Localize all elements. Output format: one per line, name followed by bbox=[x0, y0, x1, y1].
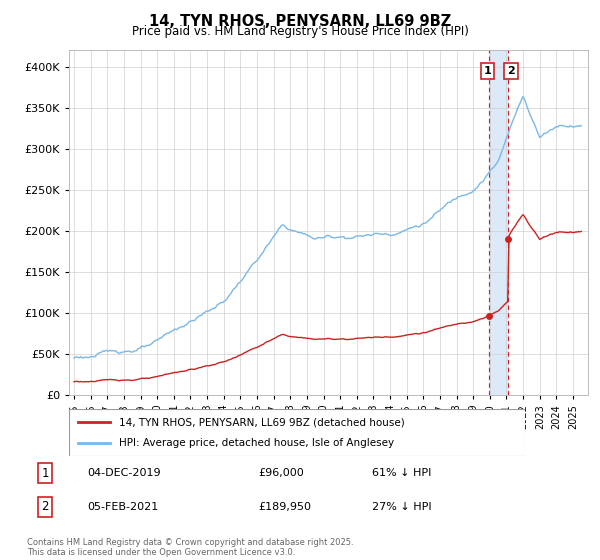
Text: 1: 1 bbox=[41, 466, 49, 480]
FancyBboxPatch shape bbox=[69, 409, 525, 456]
Text: £189,950: £189,950 bbox=[258, 502, 311, 512]
Text: 14, TYN RHOS, PENYSARN, LL69 9BZ (detached house): 14, TYN RHOS, PENYSARN, LL69 9BZ (detach… bbox=[119, 417, 405, 427]
Text: HPI: Average price, detached house, Isle of Anglesey: HPI: Average price, detached house, Isle… bbox=[119, 438, 394, 448]
Bar bbox=[488, 50, 508, 395]
Text: £96,000: £96,000 bbox=[258, 468, 304, 478]
Text: Contains HM Land Registry data © Crown copyright and database right 2025.
This d: Contains HM Land Registry data © Crown c… bbox=[27, 538, 353, 557]
Text: Price paid vs. HM Land Registry's House Price Index (HPI): Price paid vs. HM Land Registry's House … bbox=[131, 25, 469, 38]
Text: 27% ↓ HPI: 27% ↓ HPI bbox=[372, 502, 431, 512]
Text: 61% ↓ HPI: 61% ↓ HPI bbox=[372, 468, 431, 478]
Text: 1: 1 bbox=[484, 66, 491, 76]
Text: 14, TYN RHOS, PENYSARN, LL69 9BZ: 14, TYN RHOS, PENYSARN, LL69 9BZ bbox=[149, 14, 451, 29]
Text: 2: 2 bbox=[507, 66, 515, 76]
Text: 2: 2 bbox=[41, 500, 49, 514]
Text: 05-FEB-2021: 05-FEB-2021 bbox=[87, 502, 158, 512]
Text: 04-DEC-2019: 04-DEC-2019 bbox=[87, 468, 161, 478]
